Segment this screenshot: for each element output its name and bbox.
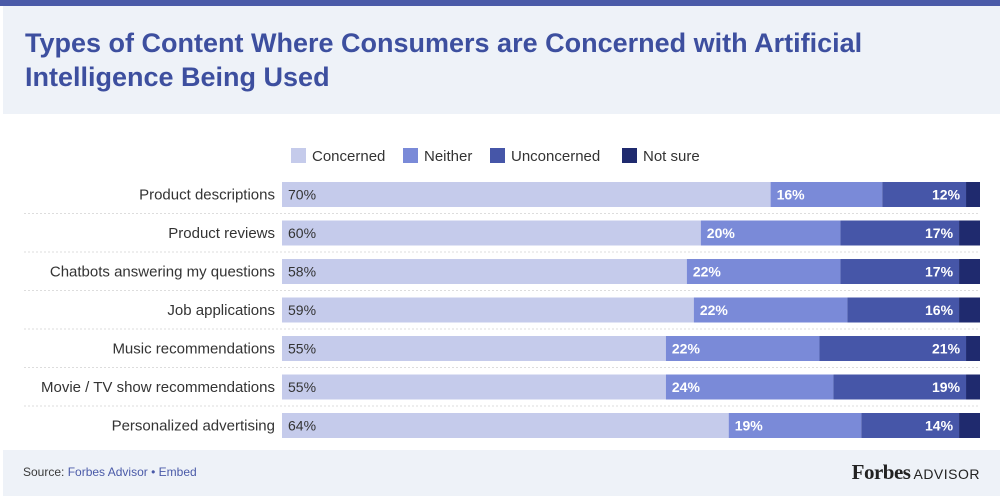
data-label-neither-product-reviews: 20%	[707, 225, 736, 241]
data-label-neither-personalized-advertising: 19%	[735, 418, 764, 434]
data-label-concerned-movie-tv-show-recommendations: 55%	[288, 379, 316, 395]
chart-title: Types of Content Where Consumers are Con…	[25, 28, 863, 92]
chart-header: Types of Content Where Consumers are Con…	[3, 6, 1000, 114]
bar-neither-product-descriptions	[770, 182, 883, 207]
data-label-concerned-product-descriptions: 70%	[288, 187, 316, 203]
bar-unconcerned-movie-tv-show-recommendations	[833, 374, 967, 400]
bar-unconcerned-product-reviews	[840, 220, 960, 246]
data-label-neither-music-recommendations: 22%	[672, 341, 701, 357]
legend-swatch-neither	[403, 148, 418, 163]
data-label-unconcerned-product-reviews: 17%	[925, 225, 954, 241]
bar-neither-product-reviews	[700, 220, 841, 246]
brand-suffix: ADVISOR	[913, 466, 980, 482]
bar-unconcerned-chatbots-answering-my-questions	[840, 259, 960, 284]
legend-swatch-unconcerned	[490, 148, 505, 163]
category-label-personalized-advertising: Personalized advertising	[112, 418, 275, 435]
data-label-concerned-personalized-advertising: 64%	[288, 418, 316, 434]
category-label-product-descriptions: Product descriptions	[139, 187, 275, 204]
bar-neither-chatbots-answering-my-questions	[686, 259, 841, 284]
bar-not-sure-product-descriptions	[966, 182, 980, 207]
data-label-unconcerned-chatbots-answering-my-questions: 17%	[925, 264, 954, 280]
category-label-chatbots-answering-my-questions: Chatbots answering my questions	[50, 264, 275, 281]
source-label: Source:	[23, 465, 65, 479]
bar-concerned-chatbots-answering-my-questions	[282, 259, 687, 284]
data-label-concerned-music-recommendations: 55%	[288, 341, 316, 357]
data-label-concerned-job-applications: 59%	[288, 302, 316, 318]
bar-unconcerned-product-descriptions	[882, 182, 967, 207]
bar-neither-personalized-advertising	[728, 413, 862, 438]
data-label-unconcerned-music-recommendations: 21%	[932, 341, 961, 357]
legend-swatch-not-sure	[622, 148, 637, 163]
forbes-advisor-logo: Forbes ADVISOR	[852, 460, 980, 485]
bar-concerned-job-applications	[282, 297, 694, 323]
bar-neither-job-applications	[693, 297, 848, 323]
bar-concerned-music-recommendations	[282, 336, 666, 361]
top-accent-bar	[0, 0, 1000, 6]
separator-dot: •	[151, 465, 156, 479]
legend-label-not-sure: Not sure	[643, 148, 700, 165]
chart-footer: Source: Forbes Advisor • Embed Forbes ADV…	[3, 450, 1000, 496]
data-label-concerned-chatbots-answering-my-questions: 58%	[288, 264, 316, 280]
bar-not-sure-personalized-advertising	[959, 413, 980, 438]
bar-neither-music-recommendations	[665, 336, 820, 361]
bar-concerned-movie-tv-show-recommendations	[282, 374, 666, 400]
data-label-neither-movie-tv-show-recommendations: 24%	[672, 379, 701, 395]
embed-link[interactable]: Embed	[158, 465, 197, 479]
bar-concerned-personalized-advertising	[282, 413, 729, 438]
category-label-job-applications: Job applications	[167, 302, 275, 319]
source-link[interactable]: Forbes Advisor	[67, 465, 148, 479]
data-label-concerned-product-reviews: 60%	[288, 225, 316, 241]
data-label-unconcerned-movie-tv-show-recommendations: 19%	[932, 379, 961, 395]
bar-neither-movie-tv-show-recommendations	[665, 374, 834, 400]
legend-swatch-concerned	[291, 148, 306, 163]
legend-label-neither: Neither	[424, 148, 472, 165]
data-label-neither-job-applications: 22%	[700, 302, 729, 318]
category-label-product-reviews: Product reviews	[168, 225, 275, 242]
bar-unconcerned-personalized-advertising	[861, 413, 960, 438]
brand-name: Forbes	[851, 460, 911, 484]
data-label-unconcerned-job-applications: 16%	[925, 302, 954, 318]
data-label-unconcerned-personalized-advertising: 14%	[925, 418, 954, 434]
bar-concerned-product-reviews	[282, 220, 701, 246]
category-label-music-recommendations: Music recommendations	[112, 341, 275, 358]
bar-not-sure-job-applications	[959, 297, 980, 323]
bar-not-sure-music-recommendations	[966, 336, 980, 361]
legend-label-concerned: Concerned	[312, 148, 385, 165]
bar-not-sure-movie-tv-show-recommendations	[966, 374, 980, 400]
bar-not-sure-chatbots-answering-my-questions	[959, 259, 980, 284]
legend-label-unconcerned: Unconcerned	[511, 148, 600, 165]
source-line: Source: Forbes Advisor • Embed	[23, 465, 197, 479]
data-label-unconcerned-product-descriptions: 12%	[932, 187, 961, 203]
data-label-neither-chatbots-answering-my-questions: 22%	[693, 264, 722, 280]
bar-not-sure-product-reviews	[959, 220, 980, 246]
bar-unconcerned-music-recommendations	[819, 336, 967, 361]
data-label-neither-product-descriptions: 16%	[777, 187, 806, 203]
category-label-movie-tv-show-recommendations: Movie / TV show recommendations	[41, 379, 275, 396]
bar-unconcerned-job-applications	[847, 297, 960, 323]
bar-concerned-product-descriptions	[282, 182, 771, 207]
